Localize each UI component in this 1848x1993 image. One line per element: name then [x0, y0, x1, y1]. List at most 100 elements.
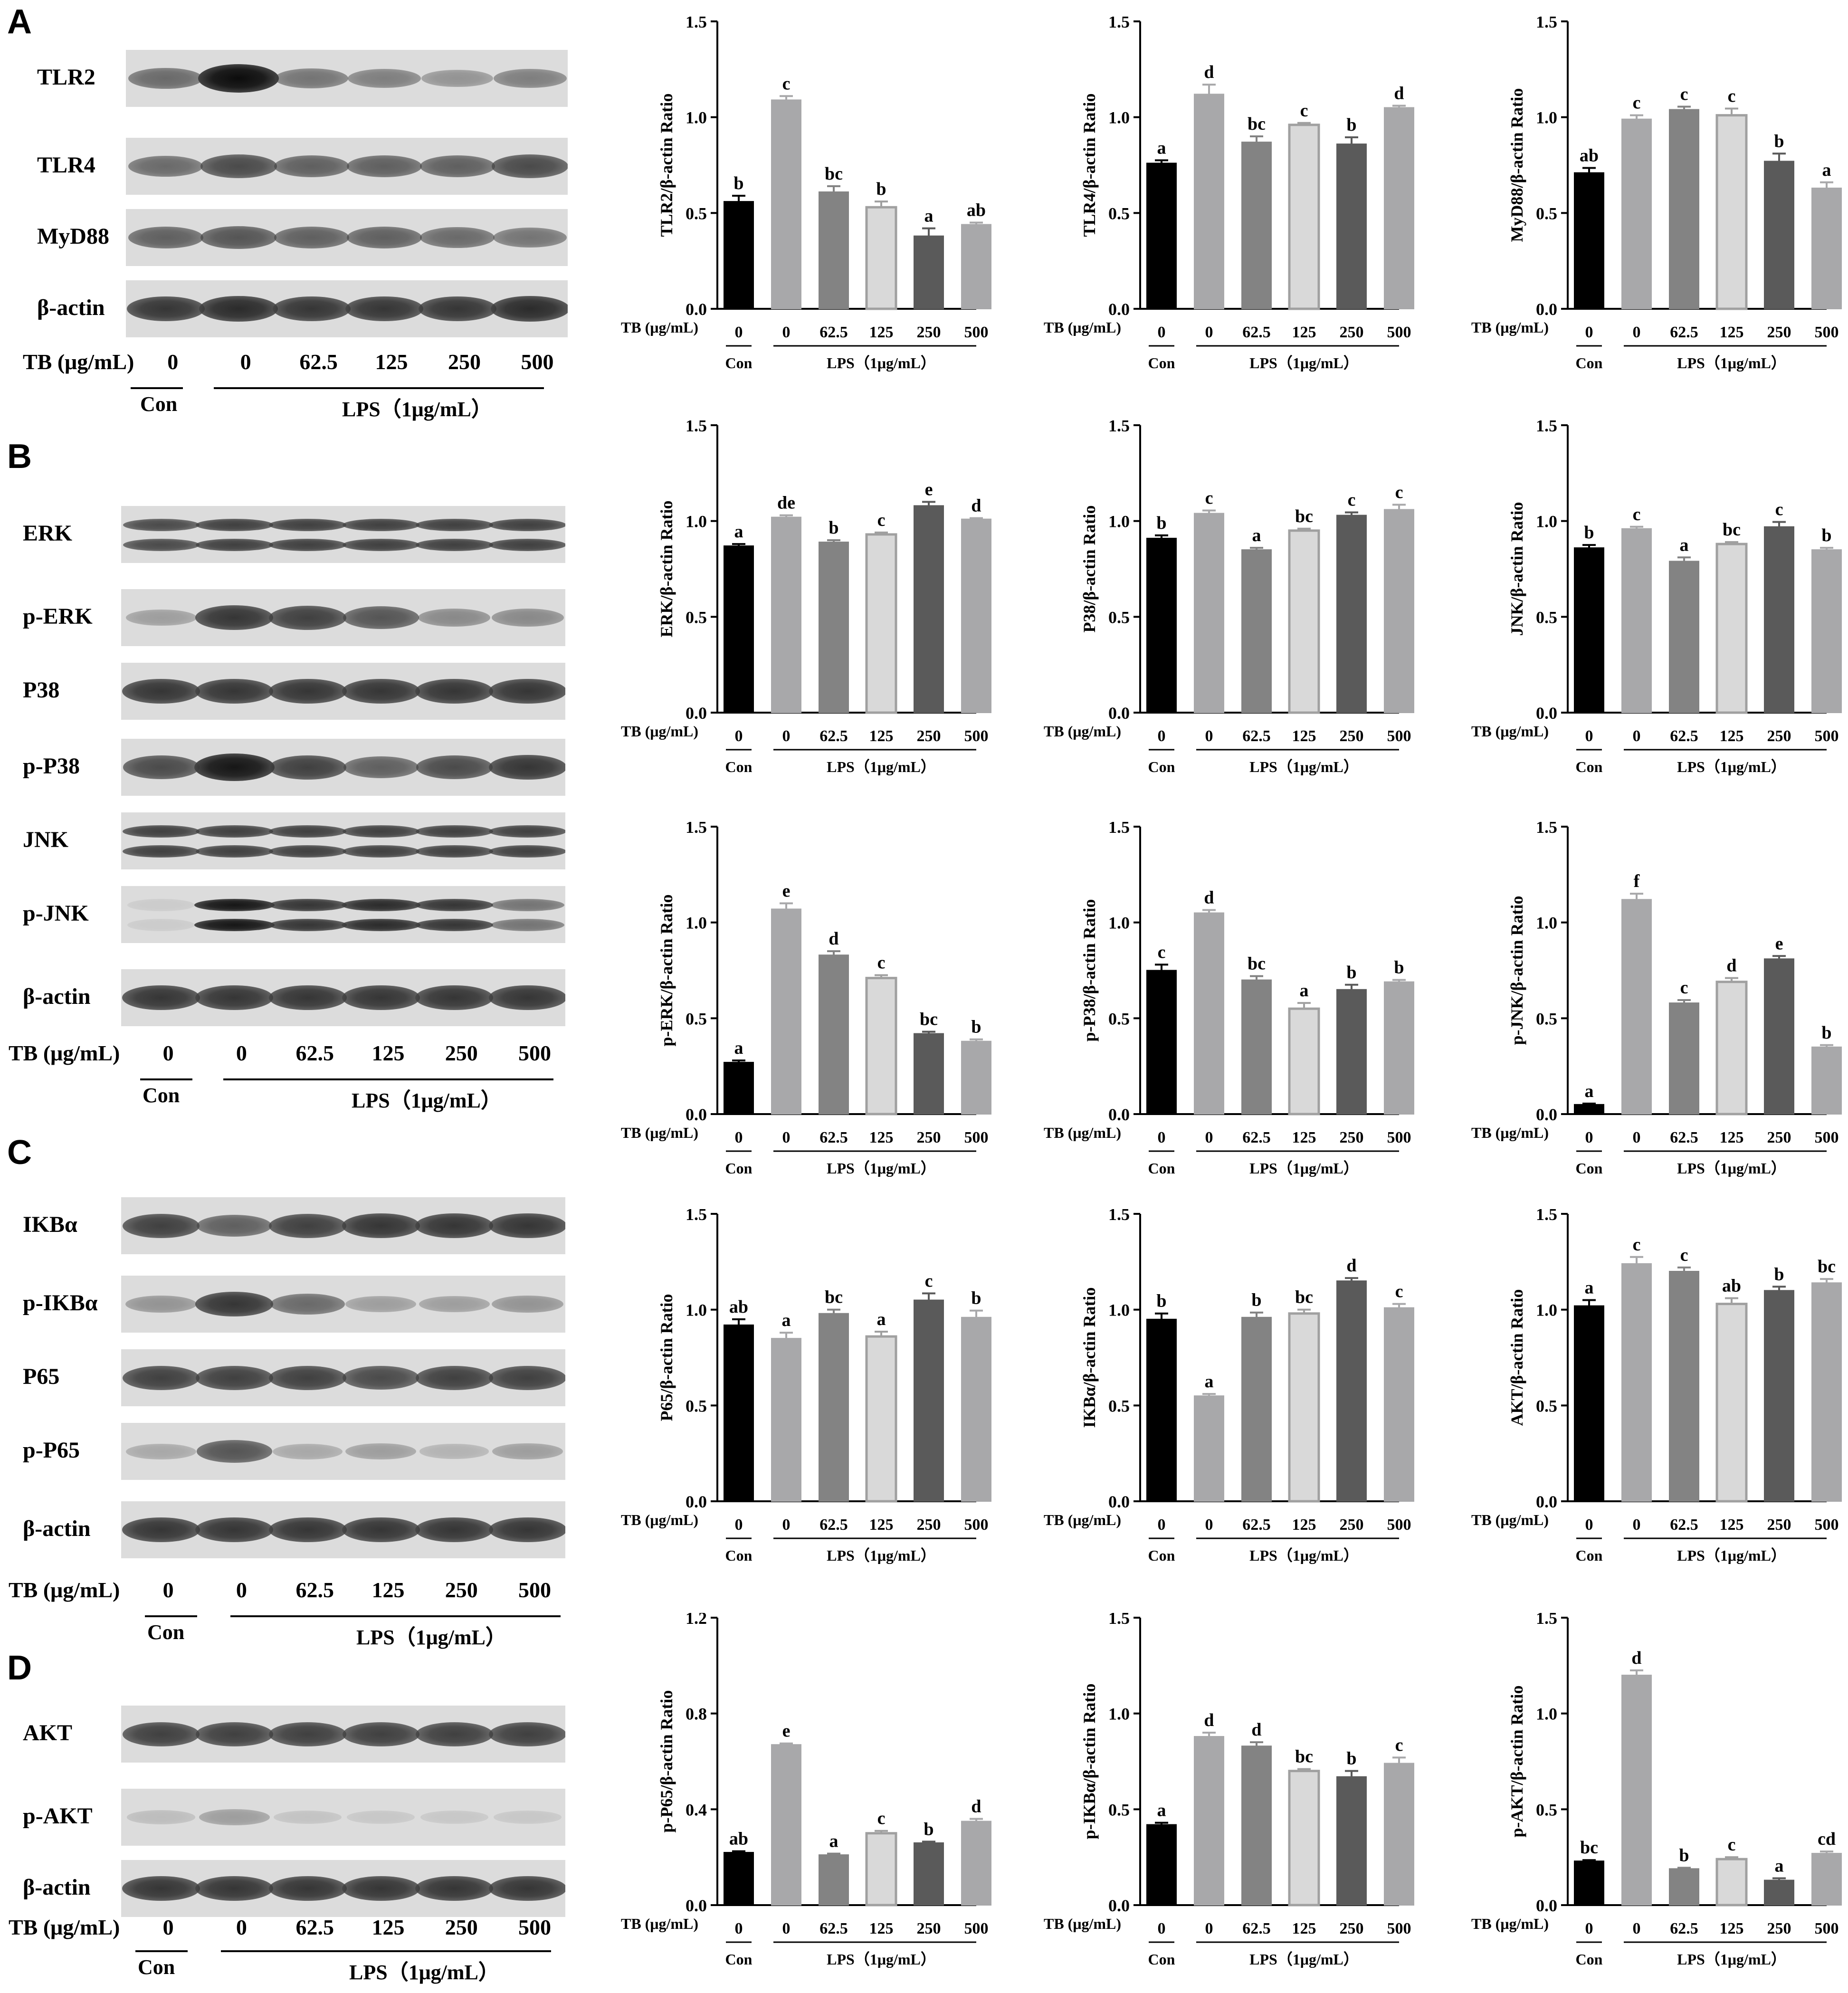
bar	[771, 516, 801, 713]
panel-letter-c: C	[7, 1134, 32, 1172]
y-axis-label: P38/β-actin Ratio	[1080, 505, 1099, 633]
bar	[1811, 187, 1842, 309]
x-tick-label: 125	[869, 1129, 894, 1146]
bar	[1669, 561, 1699, 713]
western-blot-strip	[121, 1789, 565, 1846]
x-tick-label: 500	[1387, 1516, 1411, 1534]
western-blot-strip	[121, 1706, 565, 1763]
blot-band	[128, 227, 203, 248]
blot-band	[489, 1365, 565, 1390]
bar	[865, 1335, 897, 1503]
significance-letter: d	[829, 929, 838, 949]
bar	[914, 1299, 944, 1502]
x-tick-label: 250	[1767, 1516, 1791, 1534]
blot-band	[127, 919, 195, 931]
bar	[1715, 1858, 1748, 1907]
y-tick-label: 0.5	[1536, 1009, 1557, 1028]
bar	[1146, 970, 1177, 1115]
western-blot-strip	[121, 1860, 565, 1917]
y-axis-label: P65/β-actin Ratio	[657, 1294, 676, 1421]
y-tick-label: 0.0	[1536, 1492, 1557, 1511]
x-tick-label: 0	[782, 324, 791, 341]
significance-letter: b	[1821, 525, 1831, 545]
lane-label: 125	[375, 350, 408, 374]
significance-letter: d	[1394, 83, 1404, 103]
lps-label: LPS（1μg/mL）	[827, 1160, 936, 1177]
x-tick-label: 0	[1205, 1129, 1213, 1146]
x-tick-label: 500	[1387, 324, 1411, 341]
x-tick-label: 0	[1158, 324, 1166, 341]
blot-band	[197, 1215, 272, 1237]
lane-label: 500	[521, 350, 554, 374]
blot-label: β-actin	[23, 984, 91, 1009]
blot-label: AKT	[23, 1720, 73, 1745]
significance-letter: bc	[1723, 520, 1741, 540]
x-tick-label: 0	[1585, 1129, 1593, 1146]
western-blot-strip	[121, 1276, 565, 1333]
x-tick-label: 0	[1585, 1516, 1593, 1534]
y-tick-label: 0.5	[686, 1009, 707, 1028]
con-label: Con	[725, 758, 753, 775]
significance-letter: ab	[1580, 146, 1599, 166]
blot-band	[268, 678, 347, 704]
blot-label: TLR2	[37, 65, 95, 90]
blot-band	[419, 1444, 489, 1459]
blot-band	[342, 539, 420, 551]
y-axis-label: p-IKBα/β-actin Ratio	[1080, 1683, 1099, 1839]
x-tick-label: 500	[1815, 1920, 1839, 1937]
tb-axis-label: TB (μg/mL)	[1471, 723, 1549, 740]
blot-band	[123, 519, 200, 531]
x-tick-label: 500	[1815, 727, 1839, 745]
blot-label: MyD88	[37, 224, 109, 249]
blot-band	[416, 825, 493, 838]
blot-band	[489, 519, 565, 531]
lps-label: LPS（1μg/mL）	[1249, 1160, 1359, 1177]
con-label: Con	[140, 392, 178, 416]
blot-band	[269, 845, 346, 858]
blot-label: TLR4	[37, 153, 95, 178]
x-tick-label: 250	[1767, 1920, 1791, 1937]
x-tick-label: 0	[1633, 1516, 1641, 1534]
y-tick-label: 1.5	[1536, 822, 1557, 837]
significance-letter: c	[1633, 1235, 1641, 1255]
bar	[1669, 1002, 1699, 1115]
blot-band	[126, 1443, 196, 1459]
blot-band	[200, 154, 277, 178]
con-label: Con	[1148, 354, 1175, 372]
blot-band	[345, 296, 424, 322]
blot-band	[347, 227, 422, 248]
bar	[1574, 172, 1604, 309]
x-tick-label: 0	[1158, 1129, 1166, 1146]
blot-band	[418, 296, 496, 322]
blot-band	[195, 1876, 274, 1901]
y-tick-label: 0.5	[1108, 1396, 1130, 1415]
y-tick-label: 0.5	[686, 608, 707, 627]
blot-band	[489, 1722, 565, 1746]
bar	[865, 1832, 897, 1907]
blot-band	[274, 227, 349, 248]
y-tick-label: 1.5	[1108, 17, 1130, 31]
western-blot-strip	[121, 886, 565, 943]
significance-letter: bc	[1818, 1257, 1836, 1277]
blot-band	[269, 755, 346, 780]
blot-band	[343, 756, 419, 778]
western-blot-strip	[121, 506, 565, 563]
y-tick-label: 1.0	[1108, 914, 1130, 933]
tb-axis-label: TB (μg/mL)	[9, 1041, 120, 1065]
lps-label: LPS（1μg/mL）	[1249, 354, 1359, 372]
significance-letter: a	[1585, 1081, 1594, 1101]
y-tick-label: 0.0	[1536, 1896, 1557, 1915]
blot-band	[268, 1876, 347, 1901]
blot-band	[195, 985, 274, 1011]
significance-letter: bc	[1295, 1287, 1313, 1307]
x-tick-label: 62.5	[1242, 1920, 1271, 1937]
bar	[1764, 161, 1794, 309]
blot-band	[122, 1365, 200, 1390]
bar	[724, 545, 754, 713]
tb-axis-label: TB (μg/mL)	[23, 350, 134, 374]
y-tick-label: 1.2	[686, 1613, 707, 1628]
significance-letter: e	[1775, 934, 1783, 954]
significance-letter: d	[971, 1797, 981, 1817]
y-tick-label: 1.5	[686, 17, 707, 31]
significance-letter: c	[925, 1271, 933, 1291]
